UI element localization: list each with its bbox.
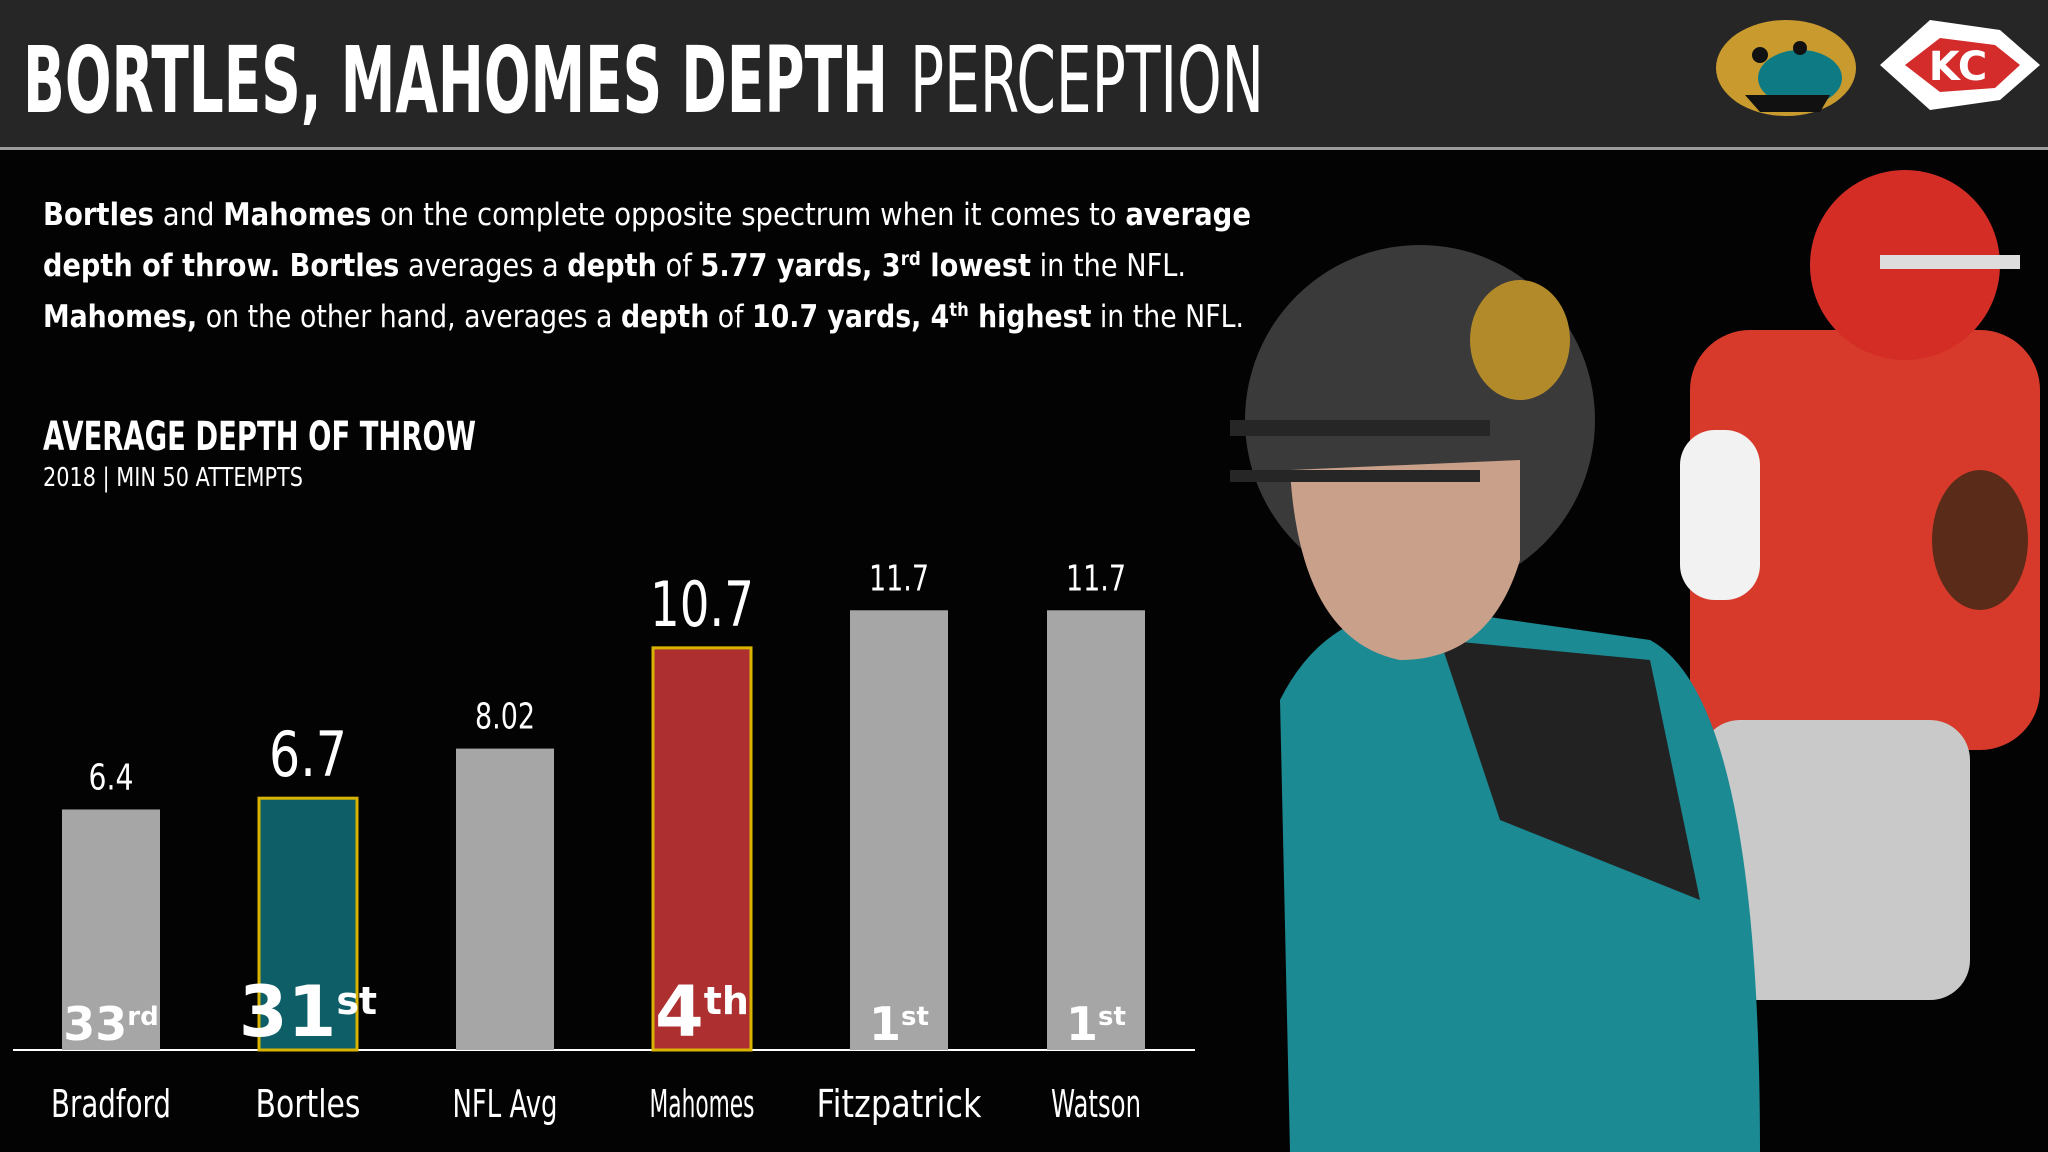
text-run: Mahomes, bbox=[43, 299, 197, 335]
text-run: depth of throw. Bortles bbox=[43, 248, 399, 284]
value-label: 8.02 bbox=[475, 697, 535, 738]
bar bbox=[456, 748, 554, 1050]
category-label: Bradford bbox=[51, 1082, 171, 1126]
text-run: of bbox=[709, 299, 752, 335]
category-label: NFL Avg bbox=[453, 1082, 558, 1126]
superscript: rd bbox=[901, 248, 921, 270]
description-line: Mahomes, on the other hand, averages a d… bbox=[43, 299, 1244, 335]
title-light: PERCEPTION bbox=[910, 27, 1264, 134]
text-run: averages a bbox=[399, 248, 567, 284]
rank-number: 4 bbox=[655, 971, 704, 1053]
category-label: Bortles bbox=[256, 1082, 361, 1126]
bar bbox=[651, 646, 753, 1052]
text-run: Bortles bbox=[43, 197, 154, 233]
logo-mark: KC bbox=[1929, 44, 1988, 90]
rank-number: 1 bbox=[869, 997, 901, 1051]
text-run: 5.77 yards, 3 bbox=[700, 248, 900, 284]
superscript: th bbox=[949, 299, 969, 321]
bar bbox=[1047, 610, 1145, 1050]
value-label: 6.4 bbox=[89, 757, 134, 798]
text-run: in the NFL. bbox=[1031, 248, 1186, 284]
rank-label: 1st bbox=[1066, 997, 1126, 1051]
rank-number: 1 bbox=[1066, 997, 1098, 1051]
rank-number: 31 bbox=[239, 971, 336, 1053]
text-run: average bbox=[1125, 197, 1251, 233]
text-run: Mahomes bbox=[223, 197, 371, 233]
rank-label: 4th bbox=[655, 971, 749, 1053]
text-run: on the complete opposite spectrum when i… bbox=[371, 197, 1125, 233]
player-mahomes bbox=[1680, 170, 2040, 1000]
chart-title: AVERAGE DEPTH OF THROW bbox=[43, 414, 476, 460]
text-run: of bbox=[657, 248, 700, 284]
rank-number: 33 bbox=[63, 997, 127, 1051]
description-line: depth of throw. Bortles averages a depth… bbox=[43, 248, 1186, 284]
rank-suffix: st bbox=[901, 1002, 929, 1032]
text-run: on the other hand, averages a bbox=[197, 299, 621, 335]
header-rule bbox=[0, 147, 2048, 150]
value-label: 11.7 bbox=[1066, 558, 1126, 599]
bar bbox=[257, 796, 359, 1052]
text-run: 10.7 yards, 4 bbox=[752, 299, 949, 335]
text-run: lowest bbox=[921, 248, 1031, 284]
header-bar bbox=[0, 0, 2048, 148]
category-label: Fitzpatrick bbox=[817, 1082, 982, 1126]
title-bold: BORTLES, MAHOMES DEPTH bbox=[23, 27, 888, 134]
bar bbox=[850, 610, 948, 1050]
category-label: Mahomes bbox=[650, 1082, 755, 1126]
text-run: depth bbox=[567, 248, 657, 284]
description-line: Bortles and Mahomes on the complete oppo… bbox=[43, 197, 1251, 233]
text-run: in the NFL. bbox=[1091, 299, 1244, 335]
rank-label: 1st bbox=[869, 997, 929, 1051]
description: Bortles and Mahomes on the complete oppo… bbox=[43, 197, 1251, 335]
player-bortles bbox=[1230, 245, 1760, 1152]
category-label: Watson bbox=[1051, 1082, 1141, 1126]
rank-suffix: th bbox=[704, 979, 749, 1023]
chiefs-logo: KC bbox=[1880, 20, 2040, 110]
rank-label: 33rd bbox=[63, 997, 158, 1051]
rank-suffix: rd bbox=[127, 1002, 158, 1032]
text-run: highest bbox=[969, 299, 1092, 335]
text-run: and bbox=[154, 197, 223, 233]
rank-suffix: st bbox=[1098, 1002, 1126, 1032]
jaguars-logo bbox=[1716, 20, 1856, 116]
rank-suffix: st bbox=[336, 979, 377, 1023]
bar bbox=[62, 809, 160, 1050]
chart-subtitle: 2018 | MIN 50 ATTEMPTS bbox=[43, 463, 303, 493]
text-run: depth bbox=[621, 299, 709, 335]
rank-label: 31st bbox=[239, 971, 377, 1053]
value-label: 11.7 bbox=[869, 558, 929, 599]
value-label: 6.7 bbox=[269, 718, 347, 791]
value-label: 10.7 bbox=[650, 568, 754, 641]
